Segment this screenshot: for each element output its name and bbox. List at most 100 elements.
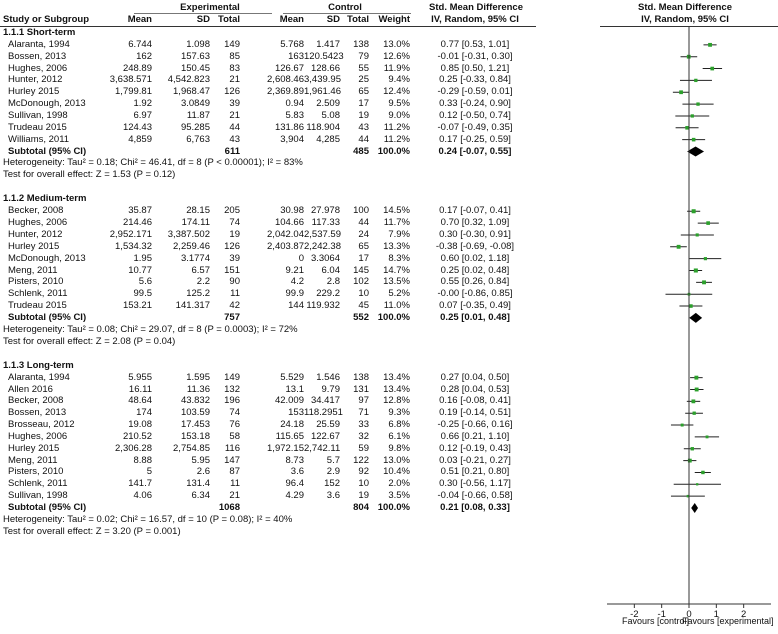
cell-e-mean: 124.43 — [122, 121, 152, 133]
cell-e-total: 21 — [229, 74, 240, 86]
cell-e-total: 11 — [230, 478, 240, 490]
point-estimate — [686, 494, 690, 498]
cell-e-mean: 19.08 — [128, 419, 152, 431]
cell-c-total: 97 — [358, 395, 369, 407]
cell-c-total: 55 — [358, 62, 369, 74]
cell-c-mean: 96.4 — [285, 478, 305, 490]
cell-e-mean: 214.46 — [122, 217, 152, 229]
subtotal-label: Subtotal (95% CI) — [8, 311, 87, 323]
cell-c-total: 122 — [353, 454, 369, 466]
point-estimate — [695, 233, 699, 237]
cell-c-total: 45 — [358, 300, 369, 312]
cell-e-mean: 141.7 — [128, 478, 152, 490]
cell-c-total: 131 — [353, 383, 369, 395]
cell-c-sd: 27.978 — [310, 205, 340, 217]
cell-e-mean: 16.11 — [128, 383, 152, 395]
cell-c-sd: 120.5423 — [304, 50, 344, 62]
cell-weight: 11.7% — [383, 217, 410, 229]
cell-c-mean: 5.529 — [280, 371, 304, 383]
cell-c-mean: 2,403.87 — [267, 240, 304, 252]
point-estimate — [680, 423, 684, 427]
header-study: Study or Subgroup — [3, 14, 90, 25]
cell-e-sd: 103.59 — [180, 407, 210, 419]
cell-c-mean: 3,904 — [280, 133, 304, 145]
cell-c-sd: 117.33 — [311, 217, 340, 229]
cell-e-total: 83 — [229, 62, 240, 74]
point-estimate — [694, 375, 699, 380]
cell-e-sd: 43.832 — [180, 395, 210, 407]
cell-c-sd: 4,285 — [316, 133, 340, 145]
subtotal-diamond — [689, 312, 703, 323]
point-estimate — [694, 387, 699, 392]
cell-e-mean: 4.06 — [133, 490, 153, 502]
cell-ci-text: 0.55 [0.26, 0.84] — [440, 276, 510, 288]
cell-study: Hunter, 2012 — [8, 228, 63, 240]
cell-c-mean: 153 — [288, 407, 304, 419]
cell-c-mean: 8.73 — [285, 454, 305, 466]
cell-ci-text: 0.27 [0.04, 0.50] — [440, 371, 510, 383]
header-effect-group: Std. Mean Difference — [429, 2, 523, 13]
cell-c-mean: 4.2 — [290, 276, 304, 288]
cell-e-total: 42 — [229, 300, 240, 312]
cell-c-sd: 229.2 — [316, 288, 340, 300]
cell-c-total: 10 — [358, 288, 369, 300]
header-rule-experimental — [134, 13, 272, 14]
subtotal-label: Subtotal (95% CI) — [8, 502, 87, 513]
cell-e-total: 126 — [224, 240, 240, 252]
cell-study: Hurley 2015 — [8, 240, 60, 252]
cell-ci-text: -0.25 [-0.66, 0.16] — [437, 419, 513, 431]
cell-c-mean: 1,972.15 — [267, 442, 304, 454]
cell-c-mean: 24.18 — [280, 419, 304, 431]
cell-e-total: 205 — [224, 205, 240, 217]
cell-c-total: 17 — [358, 252, 369, 264]
cell-weight: 9.3% — [388, 407, 410, 419]
header-rule-control — [283, 13, 411, 14]
cell-e-sd: 6.34 — [191, 490, 211, 502]
cell-weight: 2.0% — [388, 478, 410, 490]
cell-c-mean: 104.66 — [274, 217, 304, 229]
subgroup-title: 1.1.2 Medium-term — [3, 193, 87, 205]
cell-e-sd: 2.2 — [196, 276, 210, 288]
cell-e-mean: 1,534.32 — [115, 240, 152, 252]
cell-e-mean: 5.955 — [128, 371, 152, 383]
cell-e-sd: 11.36 — [186, 383, 210, 395]
subtotal-weight: 100.0% — [377, 311, 410, 323]
x-tick-label: -1 — [657, 609, 665, 620]
cell-e-total: 74 — [229, 407, 240, 419]
cell-study: Sullivan, 1998 — [8, 109, 68, 121]
cell-e-mean: 2,952.171 — [109, 228, 152, 240]
cell-weight: 14.5% — [383, 205, 410, 217]
point-estimate — [703, 257, 707, 261]
cell-e-mean: 2,306.28 — [115, 442, 152, 454]
header-c-mean: Mean — [279, 14, 304, 25]
cell-e-sd: 5.95 — [191, 454, 211, 466]
cell-ci-text: 0.03 [-0.21, 0.27] — [439, 454, 511, 466]
cell-c-sd: 34.417 — [310, 395, 340, 407]
cell-weight: 9.5% — [388, 98, 410, 110]
header-e-total: Total — [218, 14, 240, 25]
cell-study: Hunter, 2012 — [8, 74, 63, 86]
cell-e-total: 87 — [229, 466, 240, 478]
cell-e-mean: 1.92 — [133, 98, 153, 110]
subtotal-diamond — [691, 503, 699, 513]
cell-e-sd: 3.0849 — [180, 98, 210, 110]
cell-c-sd: 118.2951 — [304, 407, 343, 419]
cell-e-sd: 141.317 — [175, 300, 210, 312]
cell-study: Pisters, 2010 — [8, 466, 64, 478]
cell-weight: 8.3% — [388, 252, 410, 264]
cell-ci-text: -0.07 [-0.49, 0.35] — [437, 121, 513, 133]
cell-c-sd: 3.3064 — [310, 252, 340, 264]
cell-c-sd: 1.417 — [316, 38, 340, 50]
cell-ci-text: 0.17 [-0.07, 0.41] — [439, 205, 511, 217]
header-weight: Weight — [378, 14, 411, 25]
cell-e-sd: 1.595 — [186, 371, 210, 383]
cell-e-sd: 2,754.85 — [173, 442, 210, 454]
cell-c-total: 71 — [358, 407, 369, 419]
cell-c-sd: 152 — [324, 478, 340, 490]
cell-weight: 13.5% — [383, 276, 410, 288]
cell-ci-text: 0.25 [-0.33, 0.84] — [439, 74, 511, 86]
point-estimate — [690, 114, 694, 118]
cell-e-mean: 99.5 — [133, 288, 153, 300]
cell-e-sd: 125.2 — [186, 288, 210, 300]
